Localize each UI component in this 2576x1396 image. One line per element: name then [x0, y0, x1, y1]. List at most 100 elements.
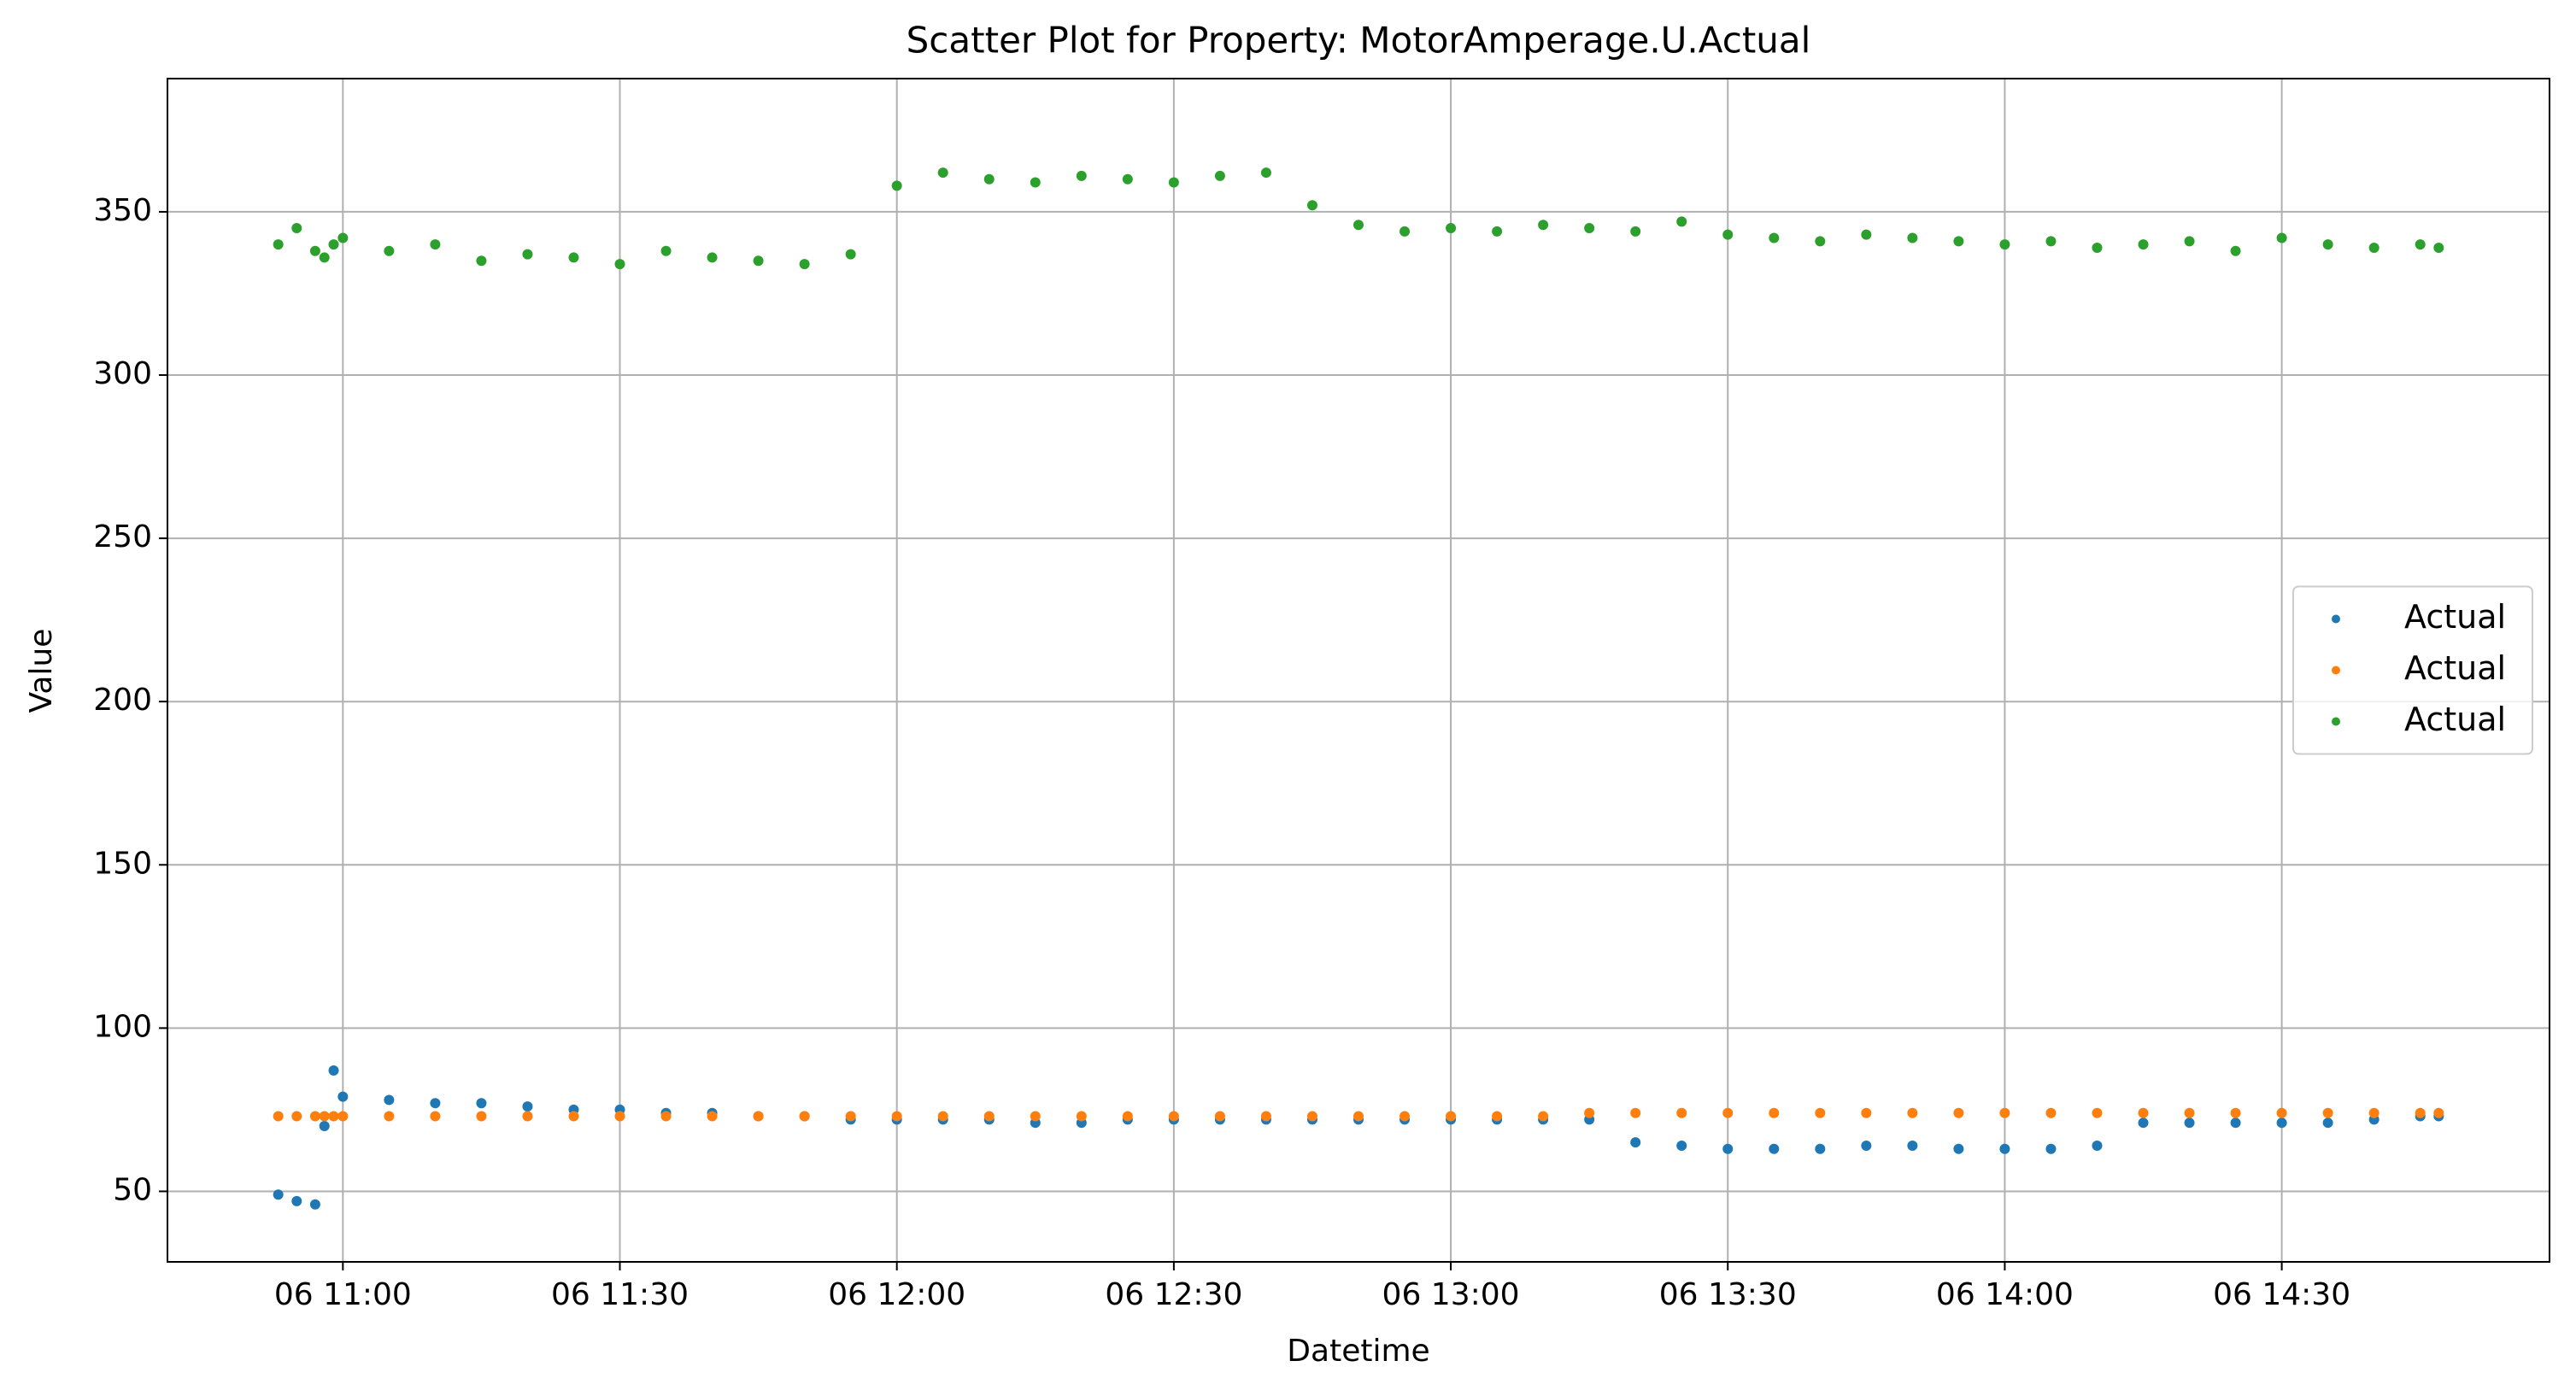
scatter-point	[384, 245, 395, 256]
scatter-point	[1907, 1140, 1918, 1151]
scatter-point	[1584, 1107, 1595, 1118]
scatter-point	[1122, 173, 1133, 185]
x-tick-label: 06 14:30	[2213, 1277, 2350, 1312]
scatter-point	[1769, 1107, 1780, 1118]
scatter-point	[2092, 1140, 2103, 1151]
scatter-point	[2184, 1107, 2195, 1118]
scatter-point	[1353, 220, 1364, 231]
y-tick-label: 300	[93, 356, 152, 391]
scatter-point	[2184, 1117, 2195, 1129]
scatter-point	[1446, 1111, 1457, 1122]
scatter-point	[2092, 242, 2103, 253]
scatter-point	[1122, 1111, 1133, 1122]
legend-marker	[2332, 614, 2340, 624]
scatter-point	[309, 245, 320, 256]
x-tick-label: 06 11:00	[274, 1277, 412, 1312]
scatter-point	[1815, 1107, 1826, 1118]
y-tick-label: 150	[93, 846, 152, 881]
scatter-point	[937, 167, 948, 179]
scatter-point	[1815, 1143, 1826, 1154]
scatter-point	[1076, 170, 1087, 181]
scatter-point	[799, 1111, 810, 1122]
scatter-point	[2276, 232, 2287, 243]
scatter-point	[1030, 177, 1041, 188]
scatter-point	[1907, 232, 1918, 243]
scatter-point	[328, 239, 339, 250]
scatter-point	[1861, 1140, 1872, 1151]
scatter-point	[1722, 229, 1734, 240]
legend-box	[2292, 585, 2533, 755]
scatter-point	[1168, 1111, 1179, 1122]
scatter-point	[309, 1199, 320, 1210]
scatter-point	[291, 1195, 302, 1206]
scatter-point	[1353, 1111, 1364, 1122]
scatter-point	[983, 1111, 995, 1122]
scatter-point	[2415, 239, 2426, 250]
y-tick-label: 200	[93, 683, 152, 718]
scatter-point	[614, 259, 625, 270]
legend: Actual Actual Actual	[2292, 585, 2533, 755]
scatter-point	[1214, 1111, 1225, 1122]
scatter-point	[2184, 236, 2195, 247]
scatter-point	[1214, 170, 1225, 181]
scatter-point	[328, 1065, 339, 1076]
scatter-point	[568, 1111, 579, 1122]
scatter-point	[337, 232, 349, 243]
scatter-point	[1030, 1111, 1041, 1122]
scatter-point	[291, 1111, 302, 1122]
scatter-point	[2433, 242, 2444, 253]
scatter-point	[319, 1111, 330, 1122]
x-tick-label: 06 12:00	[828, 1277, 965, 1312]
legend-marker	[2332, 666, 2340, 675]
scatter-point	[1538, 1111, 1549, 1122]
scatter-point	[753, 1111, 764, 1122]
scatter-point	[337, 1091, 349, 1102]
scatter-point	[2138, 1117, 2149, 1129]
scatter-point	[2092, 1107, 2103, 1118]
scatter-point	[2138, 1107, 2149, 1118]
scatter-point	[309, 1111, 320, 1122]
scatter-point	[799, 259, 810, 270]
scatter-point	[1168, 177, 1179, 188]
scatter-point	[337, 1111, 349, 1122]
scatter-point	[1492, 226, 1503, 237]
scatter-point	[1538, 220, 1549, 231]
scatter-point	[1722, 1143, 1734, 1154]
scatter-point	[753, 255, 764, 267]
scatter-point	[1584, 223, 1595, 234]
scatter-point	[1861, 1107, 1872, 1118]
scatter-point	[614, 1111, 625, 1122]
scatter-point	[1076, 1111, 1087, 1122]
scatter-point	[522, 1101, 533, 1112]
scatter-point	[1953, 236, 1964, 247]
scatter-point	[937, 1111, 948, 1122]
scatter-point	[845, 249, 856, 260]
scatter-point	[1630, 1107, 1641, 1118]
scatter-point	[2138, 239, 2149, 250]
scatter-point	[1722, 1107, 1734, 1118]
scatter-point	[1953, 1107, 1964, 1118]
scatter-point	[660, 245, 672, 256]
x-tick-label: 06 13:30	[1659, 1277, 1797, 1312]
scatter-point	[1676, 1107, 1687, 1118]
scatter-point	[1769, 1143, 1780, 1154]
scatter-point	[2045, 236, 2057, 247]
scatter-point	[430, 239, 441, 250]
scatter-point	[2415, 1107, 2426, 1118]
scatter-point	[2368, 242, 2379, 253]
x-tick-label: 06 13:00	[1382, 1277, 1520, 1312]
y-tick-label: 100	[93, 1009, 152, 1044]
scatter-point	[2045, 1143, 2057, 1154]
scatter-point	[1630, 1137, 1641, 1148]
legend-label: Actual	[2404, 649, 2506, 687]
scatter-point	[273, 1189, 284, 1200]
scatter-point	[522, 1111, 533, 1122]
scatter-point	[1399, 226, 1411, 237]
x-tick-label: 06 12:30	[1105, 1277, 1242, 1312]
scatter-point	[273, 1111, 284, 1122]
scatter-point	[2230, 1107, 2241, 1118]
y-tick-label: 250	[93, 519, 152, 554]
scatter-point	[476, 255, 487, 267]
scatter-point	[2433, 1107, 2444, 1118]
